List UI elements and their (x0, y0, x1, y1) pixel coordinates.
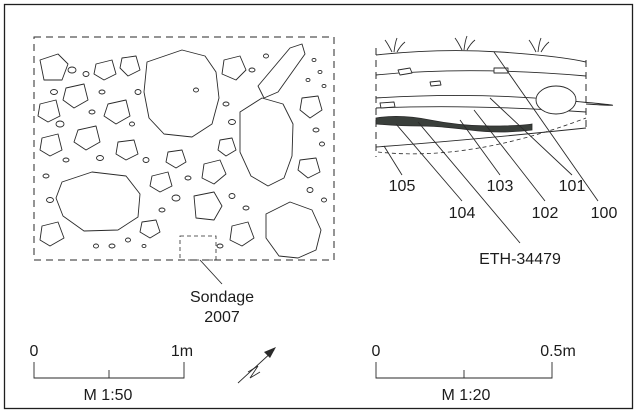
layer-label-105: 105 (389, 178, 416, 195)
grass-tufts (384, 35, 550, 53)
large-stone (143, 49, 220, 138)
layer-label-102: 102 (532, 205, 559, 222)
layer-boundary-101 (375, 94, 613, 106)
sondage-leader (199, 259, 223, 285)
large-stone (239, 97, 294, 187)
north-arrow-icon (237, 347, 276, 384)
layer-leaders (383, 51, 599, 244)
stone (201, 159, 227, 185)
scale-bar-section: 0 0.5m M 1:20 (372, 343, 576, 404)
stone (229, 221, 255, 247)
scale-bar-plan: 0 1m M 1:50 (30, 343, 194, 404)
sample-label: ETH-34479 (479, 251, 561, 268)
stone (115, 139, 139, 161)
stone (193, 191, 223, 221)
stone (217, 137, 237, 157)
sondage-label-line1: Sondage (190, 289, 254, 306)
sondage-outline (179, 235, 217, 261)
sample-leader (417, 121, 521, 244)
stone (39, 133, 63, 157)
stone (39, 53, 69, 81)
stone (93, 59, 117, 81)
figure-frame (3, 3, 634, 410)
sondage-label-line2: 2007 (204, 309, 240, 326)
layer-label-103: 103 (487, 178, 514, 195)
section-drawing: 105 104 103 102 101 100 ETH-34479 (375, 35, 618, 268)
scale-section-start: 0 (372, 343, 381, 360)
elongated-stone (257, 43, 306, 99)
stone (221, 55, 247, 81)
section-inclusion (493, 67, 509, 74)
section-inclusion (379, 101, 396, 109)
layer-label-101: 101 (559, 178, 586, 195)
charcoal-layer-104 (375, 116, 533, 133)
stone (165, 149, 187, 169)
large-stone (265, 201, 322, 259)
scale-section-end: 0.5m (540, 343, 576, 360)
pebbles (42, 53, 327, 249)
stone (299, 95, 323, 119)
stone (62, 83, 89, 109)
section-inclusion (397, 67, 413, 76)
scale-plan-end: 1m (171, 343, 193, 360)
scale-plan-start: 0 (30, 343, 39, 360)
stone (37, 99, 61, 123)
layer-label-100: 100 (591, 205, 618, 222)
stone (119, 55, 141, 77)
section-inclusion (429, 80, 442, 87)
layer-label-104: 104 (449, 205, 476, 222)
large-stone (55, 171, 141, 232)
scale-section-ratio: M 1:20 (442, 387, 491, 404)
stone (103, 99, 131, 125)
stone (297, 157, 321, 179)
stone (139, 219, 161, 239)
surface-line (375, 50, 587, 63)
stone (39, 221, 65, 247)
layer-boundary-103 (375, 127, 587, 148)
stone (73, 125, 101, 151)
scale-plan-ratio: M 1:50 (84, 387, 133, 404)
excavation-plan: Sondage 2007 (33, 36, 335, 326)
layer-boundary-105 (377, 117, 587, 155)
stone (149, 171, 173, 193)
section-stone (535, 85, 577, 115)
